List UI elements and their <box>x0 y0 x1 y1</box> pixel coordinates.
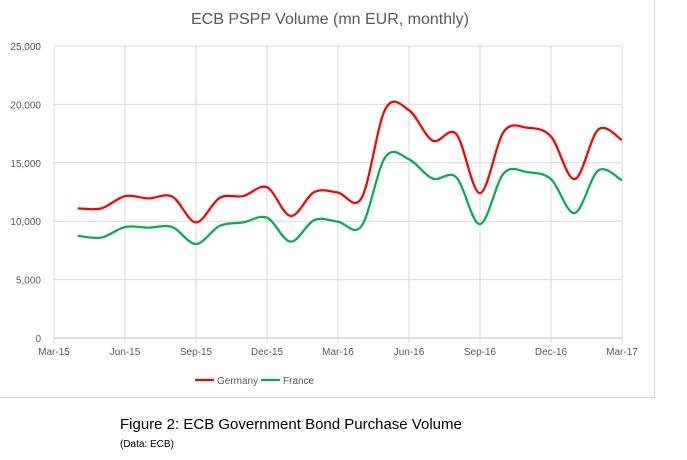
series-line-germany <box>77 100 623 224</box>
x-tick-label: Sep-15 <box>180 347 213 358</box>
x-axis-ticks: Mar-15 Jun-15 Sep-15 Dec-15 Mar-16 Jun-16 Sep-… <box>38 347 638 358</box>
legend: Germany France <box>195 376 315 387</box>
x-tick-label: Mar-15 <box>38 347 70 358</box>
series-line-france <box>77 150 623 246</box>
x-tick-label: Mar-16 <box>322 347 354 358</box>
y-tick-label: 15,000 <box>10 159 41 170</box>
y-tick-label: 0 <box>35 334 41 345</box>
y-tick-label: 20,000 <box>10 100 41 111</box>
x-tick-label: Mar-17 <box>606 347 638 358</box>
x-tick-label: Sep-16 <box>464 347 497 358</box>
data-source: (Data: ECB) <box>120 439 174 450</box>
chart-area <box>0 0 655 398</box>
x-tick-label: Jun-15 <box>110 347 141 358</box>
chart-title: ECB PSPP Volume (mn EUR, monthly) <box>191 11 469 28</box>
figure-caption: Figure 2: ECB Government Bond Purchase V… <box>120 416 462 433</box>
series-lines <box>77 100 623 246</box>
gridlines <box>53 45 623 343</box>
legend-label-france: France <box>283 376 315 387</box>
x-tick-label: Dec-15 <box>251 347 284 358</box>
x-tick-label: Dec-16 <box>535 347 568 358</box>
y-tick-label: 25,000 <box>10 42 41 53</box>
y-tick-label: 10,000 <box>10 217 41 228</box>
x-tick-label: Jun-16 <box>394 347 425 358</box>
legend-label-germany: Germany <box>217 376 258 387</box>
y-tick-label: 5,000 <box>16 276 41 287</box>
y-axis-ticks: 0 5,000 10,000 15,000 20,000 25,000 <box>10 42 41 345</box>
